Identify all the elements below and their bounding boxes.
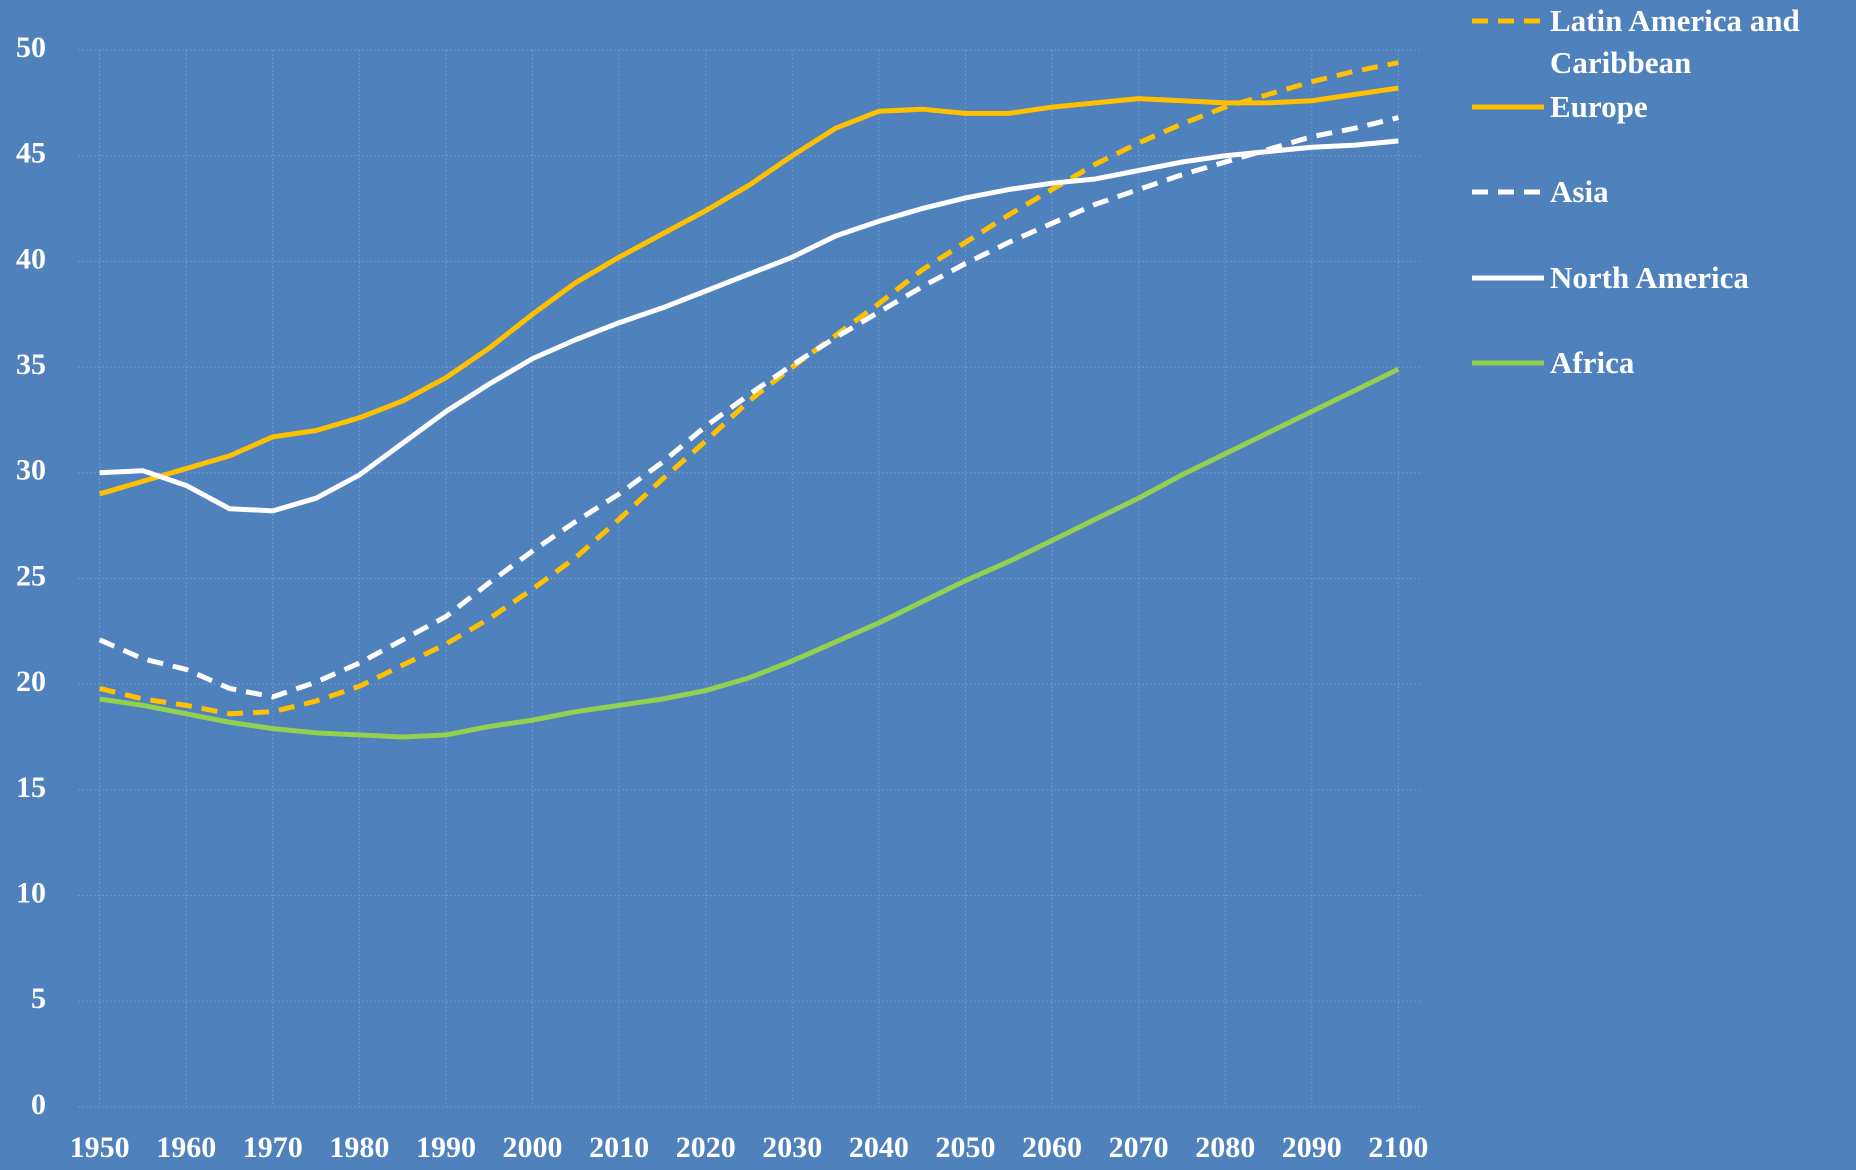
legend-entry: North America (1470, 257, 1850, 299)
series-line (99, 366, 1400, 740)
legend-entry: Latin America and Caribbean (1470, 0, 1850, 84)
y-tick-label: 20 (16, 665, 46, 698)
x-tick-label: 2030 (762, 1131, 822, 1164)
legend-label: Latin America and Caribbean (1550, 3, 1800, 80)
legend-entry: Asia (1470, 171, 1850, 213)
legend-entry: Africa (1470, 342, 1850, 384)
y-tick-label: 15 (16, 771, 46, 804)
x-tick-label: 2070 (1109, 1131, 1169, 1164)
series-line (98, 115, 1399, 700)
y-tick-label: 45 (16, 137, 46, 170)
x-tick-label: 1950 (70, 1131, 130, 1164)
legend-label: Europe (1550, 88, 1648, 124)
series-line (98, 85, 1399, 497)
x-tick-label: 2020 (676, 1131, 736, 1164)
legend-label: Asia (1550, 174, 1609, 209)
y-tick-label: 40 (16, 242, 46, 275)
x-tick-label: 2080 (1195, 1131, 1255, 1164)
x-tick-label: 1970 (243, 1131, 303, 1164)
series-line (99, 60, 1399, 717)
series-line (99, 138, 1399, 514)
y-tick-label: 10 (16, 876, 46, 909)
y-tick-label: 0 (31, 1088, 46, 1121)
x-tick-label: 2050 (935, 1131, 995, 1164)
x-tick-label: 2000 (503, 1131, 563, 1164)
legend-label: Africa (1550, 345, 1635, 380)
y-tick-label: 30 (16, 454, 46, 487)
y-tick-label: 5 (31, 982, 46, 1015)
legend-swatch (1472, 275, 1544, 280)
x-tick-label: 2060 (1022, 1131, 1082, 1164)
legend-label: North America (1550, 259, 1749, 295)
x-tick-label: 2040 (849, 1131, 909, 1164)
x-tick-label: 2090 (1282, 1131, 1342, 1164)
x-tick-label: 1990 (416, 1131, 476, 1164)
y-tick-label: 50 (16, 31, 46, 64)
legend-swatch (1472, 189, 1544, 195)
legend-swatch (1472, 104, 1544, 109)
x-tick-label: 1960 (156, 1131, 216, 1164)
x-tick-label: 1980 (329, 1131, 389, 1164)
legend-swatch (1472, 360, 1544, 366)
legend-entry: Europe (1470, 86, 1850, 128)
x-tick-label: 2100 (1368, 1131, 1428, 1164)
y-tick-label: 35 (16, 348, 46, 381)
legend-swatch (1472, 18, 1544, 24)
x-tick-label: 2010 (589, 1131, 649, 1164)
y-tick-label: 25 (16, 559, 46, 592)
